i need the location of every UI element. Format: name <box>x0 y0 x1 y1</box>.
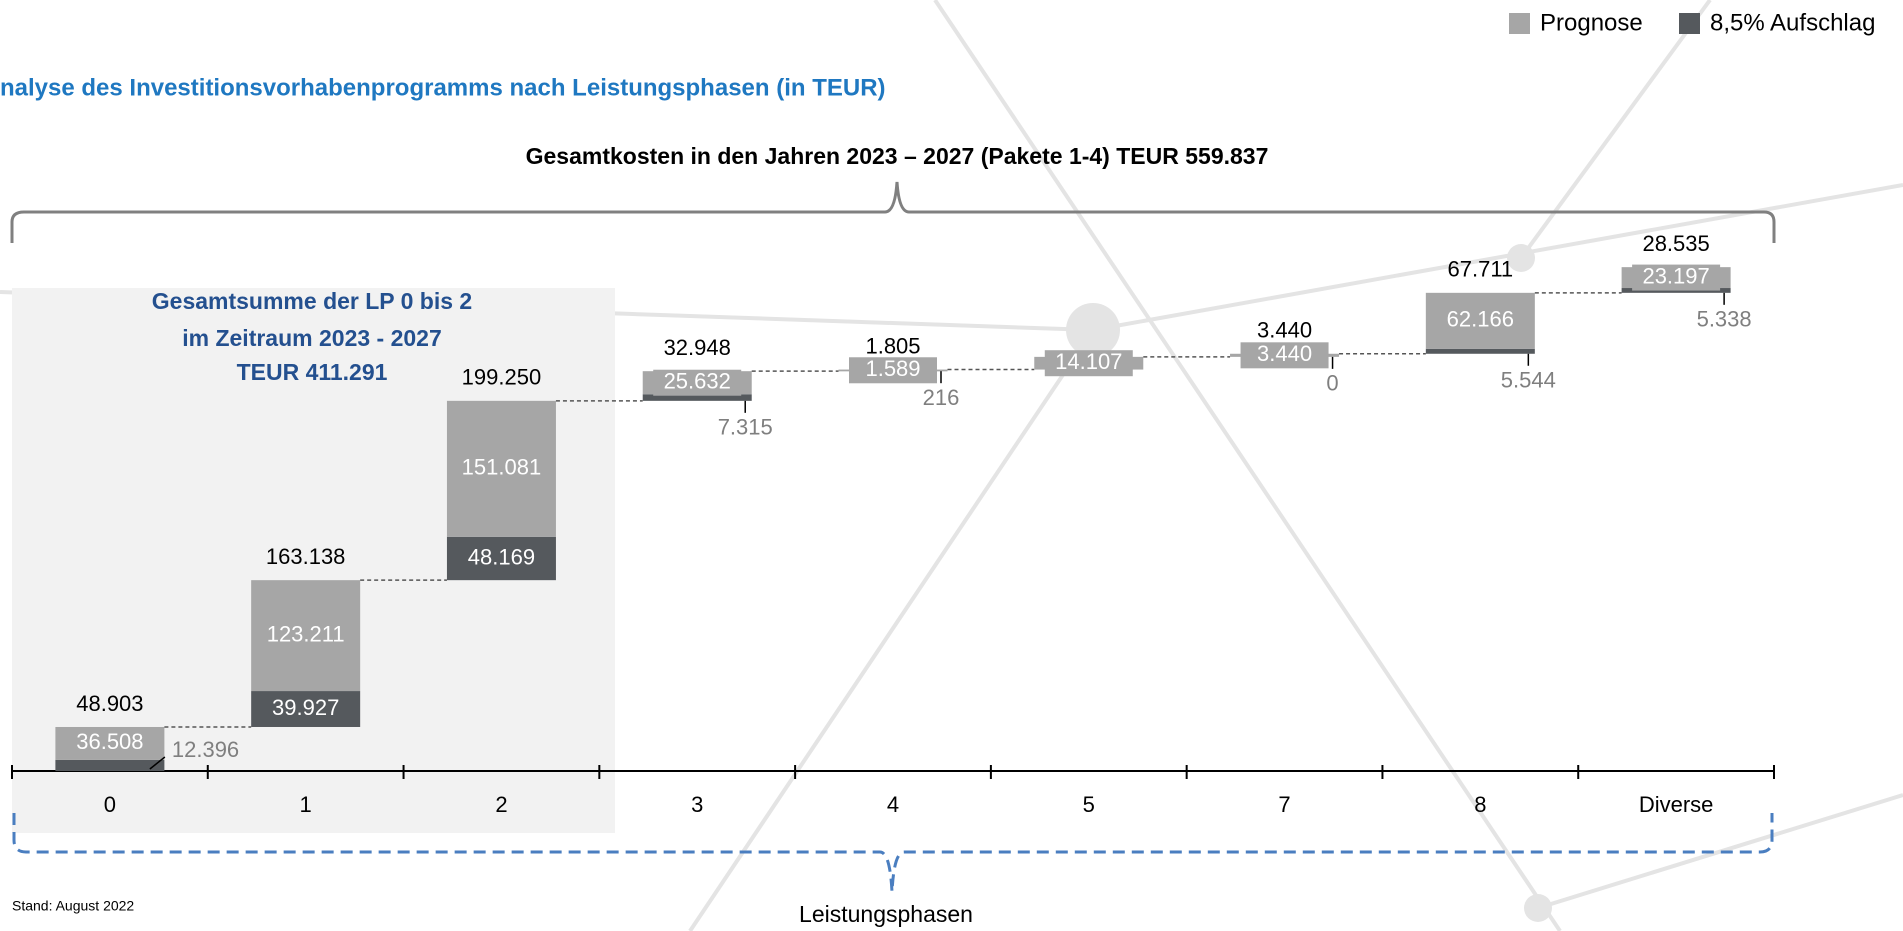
value-label-total: 48.903 <box>76 691 143 716</box>
bar-aufschlag <box>642 394 752 401</box>
label-box <box>1632 264 1721 291</box>
x-axis-label: Leistungsphasen <box>799 901 973 927</box>
value-label-aufschlag: 5.338 <box>1697 307 1752 332</box>
value-label-prognose: 123.211 <box>267 621 345 646</box>
value-label-total: 163.138 <box>266 544 346 569</box>
value-label-aufschlag: 216 <box>923 385 960 410</box>
value-label-aufschlag: 7.315 <box>718 415 773 440</box>
note: Stand: August 2022 <box>12 898 134 914</box>
bottom-brace <box>12 813 1774 893</box>
bar-prognose <box>1425 292 1535 349</box>
legend-swatch <box>1679 13 1700 34</box>
value-label-total: 32.948 <box>664 335 731 360</box>
x-tick-label: 1 <box>300 792 312 817</box>
annotation: Gesamtsumme der LP 0 bis 2 im Zeitraum 2… <box>152 288 472 385</box>
x-tick-label: 3 <box>691 792 703 817</box>
value-label-aufschlag: 0 <box>1326 371 1338 396</box>
x-tick-label: 2 <box>495 792 507 817</box>
value-label-aufschlag: 48.169 <box>468 544 535 569</box>
value-label-prognose: 151.081 <box>462 455 542 480</box>
chart-subtitle: Gesamtkosten in den Jahren 2023 – 2027 (… <box>526 143 1269 169</box>
label-box <box>1240 342 1329 369</box>
bar-aufschlag <box>446 536 556 581</box>
x-tick-label: Diverse <box>1639 792 1714 817</box>
bar-prognose <box>55 726 165 760</box>
bar-prognose <box>446 400 556 537</box>
legend-label: 8,5% Aufschlag <box>1710 9 1875 36</box>
value-label-aufschlag: 12.396 <box>172 737 239 762</box>
value-label-prognose: 62.166 <box>1447 307 1514 332</box>
value-label-prognose: 25.632 <box>664 369 731 394</box>
legend-label: Prognose <box>1540 9 1643 36</box>
x-tick-label: 8 <box>1474 792 1486 817</box>
x-tick-label: 0 <box>104 792 116 817</box>
value-label-total: 3.440 <box>1257 318 1312 343</box>
value-label-aufschlag: 5.544 <box>1501 368 1556 393</box>
x-tick-label: 4 <box>887 792 899 817</box>
bar-prognose <box>251 580 361 692</box>
value-label-prognose: 1.589 <box>865 356 920 381</box>
value-label-aufschlag: 39.927 <box>272 695 339 720</box>
value-label-prognose: 36.508 <box>76 729 143 754</box>
bar-aufschlag <box>251 691 361 727</box>
value-label-prognose: 3.440 <box>1257 341 1312 366</box>
legend-swatch <box>1509 13 1530 34</box>
value-label-total: 28.535 <box>1642 231 1709 256</box>
label-leader <box>149 756 166 770</box>
x-tick-label: 7 <box>1278 792 1290 817</box>
label-box <box>849 357 937 384</box>
value-label-total: 199.250 <box>462 365 542 390</box>
label-box <box>653 369 742 396</box>
bar-aufschlag <box>55 759 165 771</box>
annotation-line: im Zeitraum 2023 - 2027 <box>182 325 442 351</box>
annotation-line: Gesamtsumme der LP 0 bis 2 <box>152 288 472 314</box>
value-label-total: 1.805 <box>865 333 920 358</box>
x-tick-label: 5 <box>1083 792 1095 817</box>
bar-aufschlag <box>1425 348 1535 354</box>
label-box <box>1044 350 1133 377</box>
value-label-prognose: 14.107 <box>1055 349 1122 374</box>
annotation-line: TEUR 411.291 <box>237 359 388 385</box>
value-label-prognose: 23.197 <box>1642 263 1709 288</box>
value-label-total: 67.711 <box>1448 257 1514 282</box>
chart-title: nalyse des Investitionsvorhabenprogramms… <box>0 74 886 101</box>
top-brace <box>10 181 1776 243</box>
